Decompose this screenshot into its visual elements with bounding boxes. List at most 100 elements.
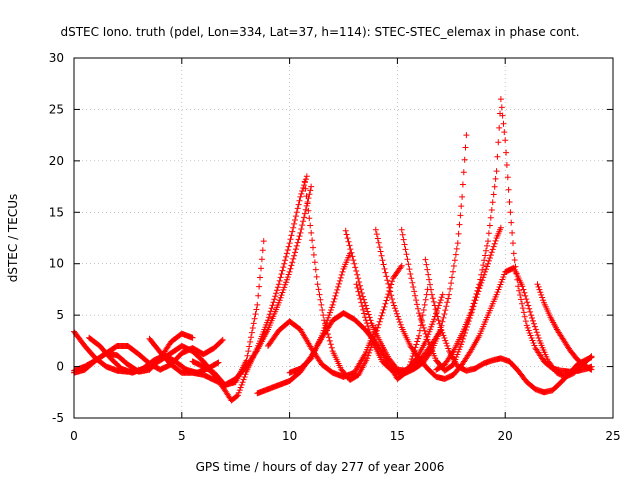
data-point (527, 308, 534, 315)
data-point (423, 261, 430, 268)
data-point (450, 268, 456, 275)
data-point (456, 221, 463, 228)
data-point (233, 393, 240, 400)
data-point (337, 274, 344, 281)
data-point (292, 213, 299, 220)
data-point (446, 291, 453, 298)
data-point (336, 277, 343, 284)
data-point (369, 338, 376, 344)
data-point (519, 300, 525, 307)
x-axis-label: GPS time / hours of day 277 of year 2006 (196, 460, 445, 474)
data-point (219, 336, 226, 343)
data-point (445, 295, 452, 302)
data-point (450, 263, 457, 269)
data-point (277, 274, 284, 281)
data-point (406, 266, 413, 273)
data-point (325, 314, 332, 321)
data-point (441, 311, 448, 317)
data-point (534, 332, 541, 339)
data-point (522, 292, 529, 299)
data-point (410, 284, 417, 290)
data-point (494, 153, 501, 160)
data-point (510, 250, 517, 257)
data-point (327, 309, 333, 316)
data-point (460, 169, 467, 176)
data-point (360, 306, 367, 313)
data-point (329, 301, 336, 308)
data-point (469, 303, 476, 310)
data-point (433, 309, 440, 316)
data-point (283, 253, 289, 260)
data-point (415, 335, 422, 342)
data-point (485, 230, 492, 237)
data-point (503, 162, 510, 168)
data-point (307, 222, 314, 229)
data-point (366, 329, 373, 336)
data-point (240, 376, 247, 383)
data-point (525, 302, 532, 309)
x-tick-label: 25 (605, 429, 620, 443)
data-point (298, 226, 305, 232)
data-point (249, 325, 256, 331)
data-point (491, 183, 498, 190)
data-point (467, 310, 474, 317)
data-point (386, 284, 393, 291)
data-point (376, 318, 383, 325)
data-point (395, 316, 402, 323)
data-point (426, 276, 433, 283)
data-point (422, 256, 429, 263)
data-point (420, 324, 427, 331)
data-point (538, 291, 545, 298)
data-point (444, 299, 451, 306)
data-point (296, 197, 303, 204)
data-point (278, 271, 285, 277)
data-point (252, 311, 259, 318)
data-point (441, 335, 448, 341)
data-point (253, 348, 260, 355)
data-point (397, 264, 404, 271)
data-point (353, 281, 360, 288)
data-point (429, 295, 436, 302)
data-point (351, 260, 358, 267)
data-point (588, 366, 595, 373)
data-point (333, 289, 340, 296)
data-point (384, 294, 391, 301)
data-point (495, 139, 502, 146)
data-point (308, 229, 315, 236)
data-point (268, 305, 275, 312)
data-point (488, 249, 495, 256)
data-point (423, 333, 430, 340)
data-point (378, 252, 385, 259)
data-point (431, 316, 438, 323)
data-point (285, 271, 292, 278)
data-point (422, 330, 429, 337)
data-point (479, 266, 486, 273)
data-point (289, 228, 296, 235)
data-point (362, 302, 369, 309)
data-point (277, 294, 284, 301)
data-point (258, 265, 264, 272)
data-point (317, 296, 324, 303)
data-point (511, 257, 518, 263)
data-point (484, 263, 490, 270)
data-point (313, 273, 320, 280)
data-point (485, 238, 491, 245)
data-point (237, 384, 244, 391)
data-point (519, 305, 526, 312)
data-point (488, 207, 495, 213)
data-point (306, 215, 313, 222)
data-point (293, 242, 300, 249)
data-point (399, 231, 406, 238)
data-point (339, 268, 346, 275)
series-17 (433, 96, 595, 375)
data-point (358, 299, 365, 306)
data-point (536, 286, 543, 293)
data-point (531, 342, 538, 349)
data-point (439, 318, 446, 325)
data-point (218, 337, 225, 344)
y-tick-label: 20 (49, 154, 64, 168)
data-point (290, 255, 297, 262)
data-point (394, 313, 401, 320)
data-point (324, 317, 331, 324)
data-point (382, 269, 389, 276)
